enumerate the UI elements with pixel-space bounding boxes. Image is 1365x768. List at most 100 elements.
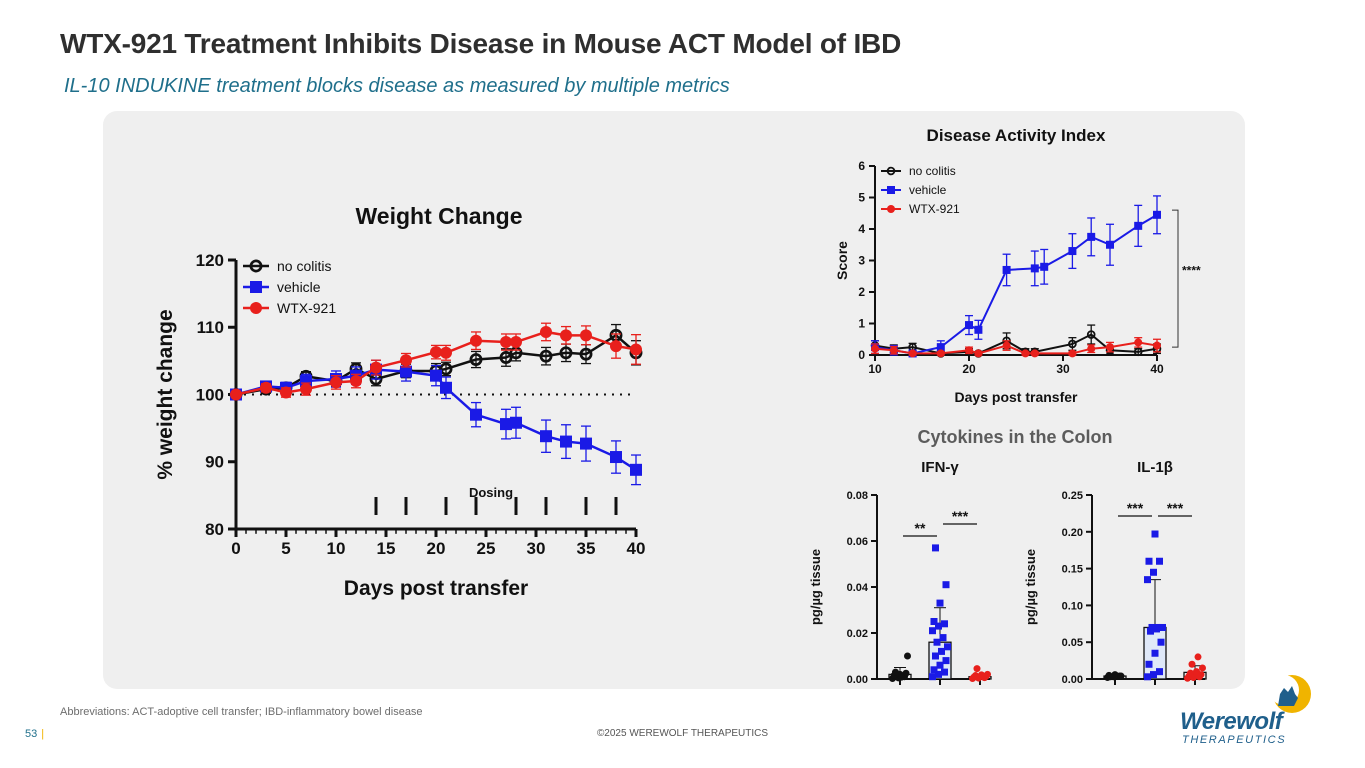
y-tick-label: 3 — [858, 254, 865, 268]
data-point-vehicle — [936, 661, 944, 669]
il1b-chart: IL-1β 0.00 0.05 0.10 0.15 0.20 0.25 pg/µg tissu… — [1023, 459, 1207, 686]
x-tick-label: 30 — [1056, 362, 1070, 376]
data-point-wtx921 — [1194, 653, 1202, 661]
legend-marker-vehicle — [250, 281, 262, 293]
legend-label-no-colitis: no colitis — [909, 164, 956, 178]
figure-panel — [103, 111, 1245, 689]
data-point-wtx921 — [1068, 349, 1077, 358]
y-tick-label: 0.25 — [1062, 490, 1083, 502]
series-line-vehicle — [874, 213, 1158, 355]
data-point-vehicle — [1068, 247, 1077, 256]
data-point-wtx921 — [500, 336, 512, 349]
series-line-no-colitis — [874, 333, 1158, 355]
data-point-wtx921 — [908, 349, 917, 358]
legend-marker-wtx921 — [887, 205, 895, 213]
dosing-label: Dosing — [469, 485, 513, 500]
copyright: ©2025 WEREWOLF THERAPEUTICS — [596, 728, 769, 739]
data-point-vehicle — [470, 408, 482, 421]
y-tick-label: 0.04 — [847, 582, 869, 594]
y-tick-label: 110 — [197, 318, 224, 337]
data-point-vehicle — [929, 627, 936, 635]
data-point-wtx921 — [1021, 349, 1030, 358]
y-tick-label: 0.10 — [1062, 600, 1083, 612]
data-point-vehicle — [936, 343, 945, 352]
x-tick-label: 40 — [1150, 362, 1164, 376]
data-point-vehicle — [510, 416, 522, 429]
data-point-vehicle — [932, 652, 939, 660]
significance-label: **** — [1182, 264, 1201, 278]
bar-chart-title: IFN-γ — [921, 459, 959, 476]
data-point-wtx921 — [630, 343, 642, 356]
data-point-vehicle — [1030, 264, 1039, 273]
y-axis-label: % weight change — [154, 309, 177, 479]
data-point-no-colitis — [559, 346, 573, 360]
data-point-wtx921 — [1087, 344, 1096, 353]
data-point-vehicle — [932, 544, 939, 552]
x-tick-label: 35 — [577, 539, 596, 558]
data-point-vehicle — [942, 657, 950, 665]
data-point-wtx921 — [610, 340, 622, 353]
data-point-vehicle — [430, 369, 442, 382]
data-point-wtx921 — [936, 349, 945, 358]
data-point-wtx921 — [1030, 349, 1039, 358]
legend-marker-no-colitis — [886, 166, 896, 176]
data-point-wtx921 — [510, 336, 522, 349]
data-point-wtx921 — [978, 671, 985, 679]
data-point-vehicle — [500, 418, 512, 431]
legend-marker-no-colitis — [249, 259, 263, 273]
y-tick-label: 1 — [858, 317, 865, 331]
data-point-no-colitis — [1133, 347, 1143, 357]
data-point-vehicle — [930, 666, 938, 674]
data-point-vehicle — [965, 321, 973, 330]
bar-chart-title: IL-1β — [1137, 459, 1173, 476]
data-point-vehicle — [1002, 265, 1011, 274]
data-point-wtx921 — [965, 346, 973, 355]
data-point-wtx921 — [871, 344, 879, 353]
slide-subtitle: IL-10 INDUKINE treatment blocks disease … — [64, 75, 730, 97]
data-point-vehicle — [944, 643, 951, 651]
x-tick-label: 20 — [427, 539, 446, 558]
data-point-vehicle — [935, 622, 942, 630]
data-point-vehicle — [1147, 627, 1154, 635]
data-point-no-colitis — [904, 652, 911, 660]
data-point-wtx921 — [1153, 341, 1161, 350]
significance-label: *** — [1167, 500, 1184, 516]
y-tick-label: 120 — [196, 251, 224, 270]
data-point-vehicle — [1150, 568, 1157, 576]
data-point-vehicle — [933, 638, 941, 646]
data-point-vehicle — [941, 668, 948, 676]
page-number-value: 53 — [25, 728, 38, 740]
data-point-no-colitis — [898, 673, 905, 681]
y-tick-label: 0.06 — [847, 536, 868, 548]
page-number: 53 | — [25, 728, 45, 740]
data-point-vehicle — [1154, 623, 1162, 631]
y-tick-label: 0 — [858, 348, 865, 362]
y-tick-label: 6 — [858, 159, 865, 173]
x-tick-label: 30 — [527, 539, 546, 558]
data-point-vehicle — [1106, 240, 1114, 249]
data-point-vehicle — [1153, 210, 1161, 219]
werewolf-logo: Werewolf THERAPEUTICS — [1180, 672, 1311, 752]
significance-label: ** — [915, 520, 926, 536]
data-point-wtx921 — [400, 354, 412, 367]
data-point-vehicle — [935, 670, 942, 678]
x-tick-label: 10 — [327, 539, 346, 558]
data-point-vehicle — [1134, 221, 1143, 230]
x-tick-label: 15 — [377, 539, 396, 558]
data-point-wtx921 — [580, 329, 592, 342]
data-point-no-colitis — [539, 349, 553, 363]
y-axis-label: Score — [834, 241, 850, 280]
logo-tagline: THERAPEUTICS — [1182, 734, 1287, 746]
legend-label-wtx921: WTX-921 — [277, 300, 336, 316]
data-point-no-colitis — [1107, 673, 1114, 681]
data-point-wtx921 — [560, 329, 572, 342]
data-point-vehicle — [941, 620, 948, 628]
significance-bracket — [1172, 209, 1179, 348]
weight-change-chart: Weight Change 80 90 100 110 120 0 5 10 15 20 25 30 35… — [154, 203, 645, 600]
data-point-wtx921 — [300, 383, 312, 396]
data-point-vehicle — [1156, 668, 1163, 676]
y-tick-label: 90 — [205, 453, 224, 472]
data-point-vehicle — [1151, 530, 1159, 538]
data-point-vehicle — [1087, 232, 1096, 241]
